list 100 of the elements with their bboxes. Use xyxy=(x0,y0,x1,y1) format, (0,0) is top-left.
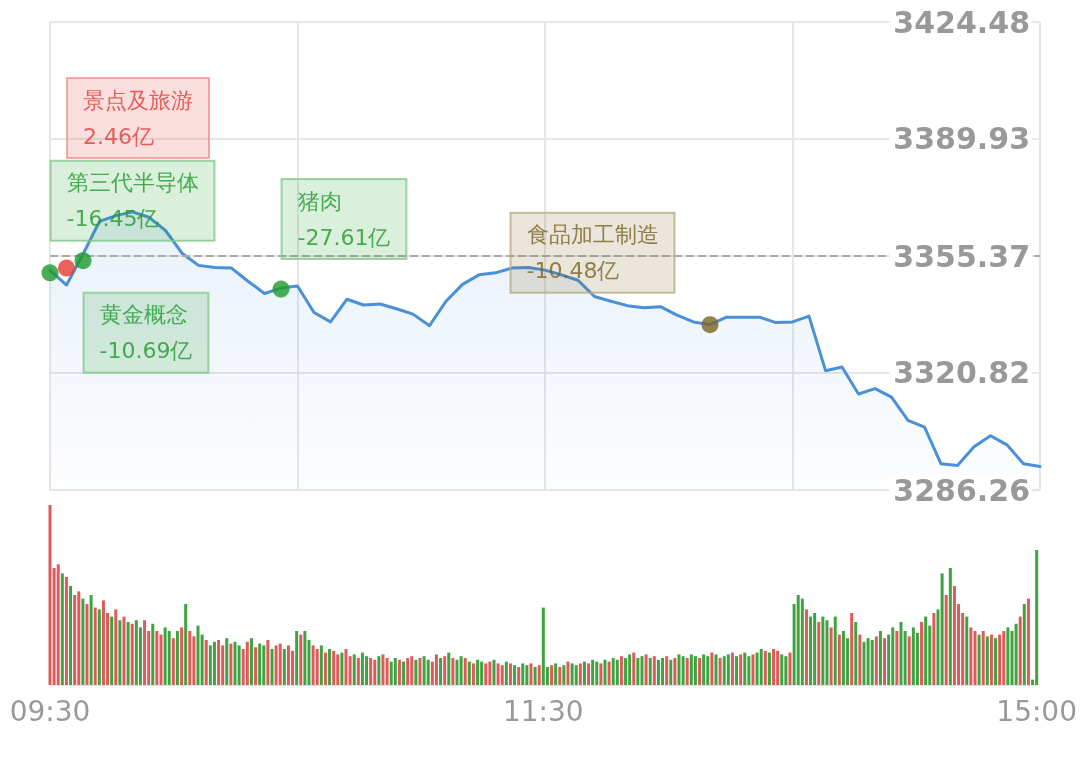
bar xyxy=(706,656,710,685)
bar xyxy=(455,659,459,685)
bar xyxy=(130,623,134,685)
bar xyxy=(533,667,537,685)
bar xyxy=(229,643,233,685)
bar xyxy=(907,636,911,685)
bar xyxy=(282,649,286,685)
bar xyxy=(410,656,414,685)
bar xyxy=(85,604,89,685)
bar xyxy=(656,659,660,685)
bar xyxy=(595,661,599,685)
bar xyxy=(854,622,858,685)
bar xyxy=(381,654,385,685)
bar xyxy=(340,652,344,685)
bar xyxy=(985,636,989,685)
bar xyxy=(673,658,677,685)
bar xyxy=(204,640,208,685)
bar xyxy=(377,656,381,685)
y-tick-label: 3320.82 xyxy=(893,355,1030,391)
bar xyxy=(866,638,870,685)
bar xyxy=(504,661,508,685)
bar xyxy=(1014,623,1018,685)
bar xyxy=(245,641,249,685)
bar xyxy=(336,654,340,685)
bar xyxy=(558,667,562,685)
bar xyxy=(541,607,545,685)
bar xyxy=(217,640,221,685)
bar xyxy=(151,623,155,685)
bar xyxy=(722,656,726,685)
bar xyxy=(948,568,952,685)
bar xyxy=(443,656,447,685)
bar xyxy=(352,654,356,685)
bar xyxy=(348,656,352,685)
bar xyxy=(64,577,68,685)
bar xyxy=(393,658,397,685)
bar xyxy=(878,631,882,685)
bar xyxy=(677,654,681,685)
bar xyxy=(920,622,924,685)
bar xyxy=(175,631,179,685)
bar xyxy=(143,620,147,685)
bar xyxy=(1006,627,1010,685)
bar xyxy=(73,595,77,685)
bar xyxy=(895,631,899,685)
bar xyxy=(833,616,837,685)
bar xyxy=(471,663,475,685)
annotation: 猪肉 -27.61亿 xyxy=(297,188,391,250)
bar xyxy=(940,573,944,685)
bar xyxy=(776,650,780,685)
bar xyxy=(681,656,685,685)
bar xyxy=(821,616,825,685)
bar xyxy=(718,658,722,685)
bar xyxy=(397,659,401,685)
bar xyxy=(484,663,488,685)
bar xyxy=(817,622,821,685)
bar xyxy=(636,658,640,685)
bar xyxy=(258,643,262,685)
bar xyxy=(591,659,595,685)
bar xyxy=(101,600,105,685)
bar xyxy=(689,654,693,685)
bar xyxy=(632,652,636,685)
bar xyxy=(624,658,628,685)
bar xyxy=(323,652,327,685)
annotation: 黄金概念 -10.69亿 xyxy=(99,302,193,364)
bar xyxy=(93,607,97,685)
bar xyxy=(850,613,854,685)
bar xyxy=(685,658,689,685)
bar xyxy=(767,652,771,685)
bar xyxy=(249,638,253,685)
bar xyxy=(587,663,591,685)
bar xyxy=(369,658,373,685)
bar xyxy=(780,654,784,685)
x-tick-label: 11:30 xyxy=(502,694,584,728)
bar xyxy=(459,656,463,685)
bar xyxy=(1026,598,1030,685)
bar xyxy=(730,652,734,685)
bar xyxy=(311,645,315,685)
bar xyxy=(262,645,266,685)
bar xyxy=(603,659,607,685)
y-tick-label: 3355.37 xyxy=(893,238,1030,274)
bar xyxy=(422,656,426,685)
bar xyxy=(208,645,212,685)
bar xyxy=(911,627,915,685)
bar xyxy=(784,656,788,685)
bar xyxy=(994,638,998,685)
bar xyxy=(480,661,484,685)
point xyxy=(701,316,719,334)
bar xyxy=(69,586,73,685)
bar xyxy=(266,640,270,685)
bar xyxy=(874,636,878,685)
bar xyxy=(467,661,471,685)
bar xyxy=(365,656,369,685)
bar xyxy=(726,654,730,685)
bar xyxy=(118,620,122,685)
bar xyxy=(299,634,303,685)
bar xyxy=(373,659,377,685)
bar xyxy=(344,649,348,685)
bar xyxy=(640,656,644,685)
bar xyxy=(237,645,241,685)
bar xyxy=(628,654,632,685)
bar xyxy=(89,595,93,685)
